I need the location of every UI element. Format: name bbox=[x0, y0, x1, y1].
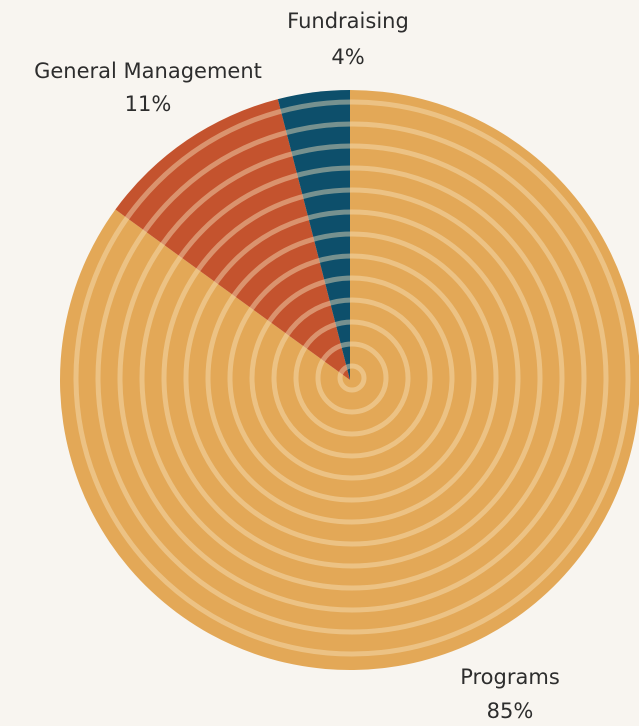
chart: Programs 85% General Management 11% Fundrais… bbox=[0, 0, 639, 726]
slice-label: General Management bbox=[34, 59, 262, 83]
slice-value-label: 4% bbox=[331, 45, 364, 69]
page: {"chart_data": {"type": "pie", "categori… bbox=[0, 0, 639, 726]
slice-label: Programs bbox=[460, 665, 560, 689]
slice-value-label: 85% bbox=[487, 699, 534, 723]
pie bbox=[60, 90, 639, 670]
slice-label: Fundraising bbox=[287, 9, 409, 33]
slice-value-label: 11% bbox=[125, 92, 172, 116]
